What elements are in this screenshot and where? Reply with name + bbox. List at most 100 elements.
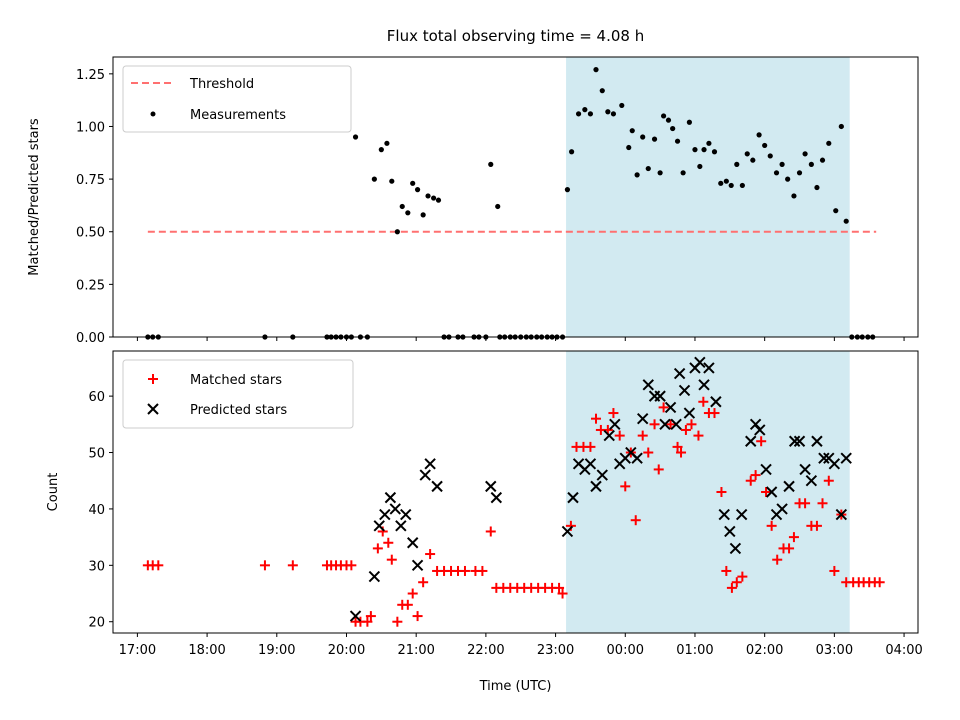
predicted-star-point: [406, 537, 419, 549]
predicted-star-point: [776, 503, 788, 515]
measurement-point: [564, 187, 571, 193]
y-tick-label: 0.75: [76, 173, 105, 188]
predicted-star-point: [590, 480, 602, 493]
bottom-shaded-span: [566, 351, 850, 633]
measurement-point: [773, 170, 780, 176]
matched-star-point: [874, 577, 885, 588]
measurement-point: [802, 151, 808, 157]
measurement-point: [728, 182, 734, 189]
predicted-star-point: [828, 458, 841, 470]
measurement-point: [734, 161, 740, 167]
legend-measurements-swatch: [150, 111, 156, 117]
predicted-star-point: [735, 508, 748, 521]
matched-star-point: [772, 554, 783, 565]
predicted-star-point: [485, 480, 497, 493]
matched-star-point: [737, 571, 748, 582]
matched-star-point: [637, 430, 648, 441]
matched-star-point: [407, 588, 418, 599]
legend-matched-swatch: [148, 374, 158, 384]
predicted-star-point: [811, 435, 823, 447]
bottom-y-axis: 20 30 40 50 60: [88, 390, 113, 631]
bottom-x-axis: 17:00 18:00 19:00 20:00 21:00 22:00 23:00 00:00…: [119, 633, 923, 658]
count-series: [142, 356, 885, 627]
measurement-point: [640, 134, 646, 140]
measurement-point: [686, 119, 692, 125]
predicted-star-point: [799, 463, 811, 476]
measurement-point: [670, 125, 676, 132]
measurement-point: [674, 138, 681, 144]
measurement-point: [718, 180, 724, 186]
measurement-point: [593, 67, 599, 73]
x-tick-label: 17:00: [119, 643, 156, 658]
predicted-star-point: [718, 508, 730, 521]
measurement-point: [587, 111, 594, 117]
measurement-point: [692, 147, 698, 153]
measurement-point: [384, 140, 390, 146]
predicted-star-point: [793, 435, 806, 447]
matched-star-point: [585, 441, 596, 452]
matched-star-point: [591, 413, 601, 424]
predicted-star-point: [400, 508, 412, 521]
measurement-point: [767, 153, 773, 159]
x-tick-label: 01:00: [676, 643, 713, 658]
x-tick-label: 03:00: [816, 643, 853, 658]
measurement-point: [814, 184, 820, 191]
matched-star-point: [418, 577, 429, 588]
measurement-point: [599, 88, 605, 94]
predicted-star-point: [373, 520, 385, 532]
top-panel: 0.00 0.25 0.50 0.75 1.00 1.25 Threshold Measu…: [76, 56, 919, 346]
matched-star-point: [557, 588, 568, 599]
predicted-star-point: [754, 424, 766, 436]
matched-star-point: [693, 430, 704, 441]
x-tick-label: 00:00: [607, 643, 644, 658]
matched-star-point: [614, 430, 625, 441]
measurement-point: [706, 140, 712, 146]
legend-predicted-label: Predicted stars: [190, 403, 287, 418]
measurement-point: [796, 170, 803, 176]
matched-star-point: [372, 543, 383, 554]
predicted-star-point: [411, 559, 424, 572]
y-tick-label: 20: [88, 616, 105, 631]
measurement-point: [723, 178, 729, 184]
matched-star-point: [477, 565, 488, 576]
matched-star-point: [346, 560, 357, 571]
measurement-point: [711, 149, 718, 155]
predicted-star-point: [765, 486, 778, 498]
predicted-star-point: [419, 469, 431, 481]
y-tick-label: 50: [88, 447, 105, 462]
matched-star-point: [412, 611, 423, 622]
predicted-star-point: [683, 407, 696, 419]
predicted-star-point: [384, 491, 397, 504]
legend-plus-marker: [148, 374, 158, 384]
measurement-point: [744, 151, 750, 157]
predicted-star-point: [349, 610, 362, 622]
x-tick-label: 21:00: [397, 643, 434, 658]
matched-star-point: [766, 520, 777, 531]
matched-star-point: [686, 419, 697, 430]
matched-star-point: [750, 470, 761, 481]
top-legend-box: [122, 65, 352, 133]
predicted-star-point: [678, 384, 691, 397]
predicted-star-point: [368, 570, 381, 583]
predicted-star-point: [673, 367, 686, 380]
measurement-point: [420, 212, 426, 218]
y-tick-label: 0.25: [76, 278, 105, 293]
matched-star-point: [811, 520, 822, 531]
measurement-point: [431, 195, 437, 201]
predicted-star-point: [749, 418, 762, 431]
predicted-star-point: [703, 362, 715, 374]
legend-threshold-label: Threshold: [189, 77, 254, 92]
predicted-star-point: [805, 475, 818, 487]
measurement-point: [657, 170, 663, 176]
measurement-point: [488, 161, 494, 167]
measurement-point: [414, 187, 421, 193]
matched-star-point: [756, 436, 767, 447]
measurement-point: [791, 193, 797, 199]
matched-star-point: [823, 475, 834, 486]
y-tick-label: 1.25: [76, 68, 105, 83]
matched-star-point: [153, 560, 164, 571]
matched-star-point: [485, 526, 496, 537]
measurement-point: [756, 132, 762, 138]
predicted-star-point: [783, 480, 795, 493]
